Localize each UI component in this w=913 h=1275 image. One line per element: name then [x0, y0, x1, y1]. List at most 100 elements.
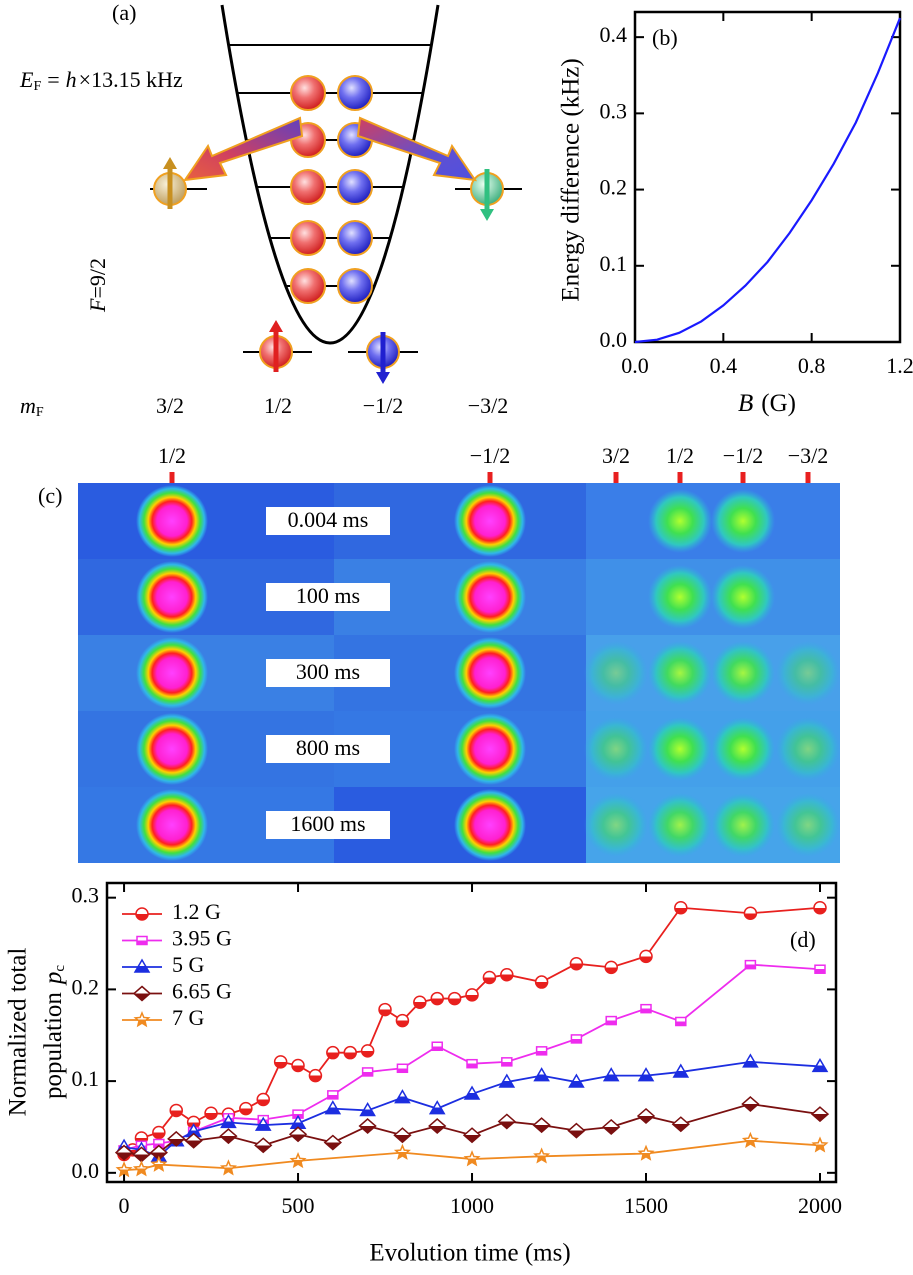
time-label: 100 ms: [296, 583, 360, 608]
x-tick-label: 1500: [624, 1193, 668, 1218]
atom-cloud: [136, 561, 208, 633]
marker: [219, 1159, 237, 1176]
atom-cloud: [776, 641, 840, 705]
marker: [239, 1101, 253, 1116]
marker: [394, 1089, 411, 1104]
time-label: 300 ms: [296, 659, 360, 684]
time-box: [266, 811, 390, 839]
marker: [482, 970, 497, 985]
y-tick-label: 0.3: [72, 883, 100, 908]
marker: [428, 1118, 447, 1135]
marker: [744, 959, 757, 970]
marker: [814, 964, 826, 974]
atom-cloud: [711, 565, 775, 629]
x-tick-label: 0.8: [798, 353, 826, 378]
chart: 0.0 0.4 0.8 1.2 0.0 0.1 0.2 0.3 0.4 (b) Energy dif…: [558, 10, 913, 417]
atom-cloud: [136, 789, 208, 861]
marker: [136, 935, 148, 946]
marker: [132, 1160, 150, 1177]
marker: [463, 1085, 481, 1100]
y-tick-label: 0.3: [600, 98, 628, 123]
x-tick-label: 0.0: [621, 353, 649, 378]
marker: [308, 1068, 323, 1083]
x-tick-label: 0.4: [710, 353, 738, 378]
panel-label: (d): [790, 927, 816, 952]
atom-cloud: [648, 489, 712, 553]
marker: [219, 1128, 238, 1145]
marker: [291, 1058, 305, 1073]
y-axis-label: Energy difference (kHz): [558, 58, 585, 301]
mf-state: −3/2: [468, 393, 509, 418]
marker: [396, 1063, 409, 1074]
y-tick-label: 0.0: [600, 327, 628, 352]
marker: [343, 1045, 357, 1060]
marker: [605, 1015, 617, 1026]
state-label: 3/2: [602, 443, 630, 468]
state-label: 1/2: [666, 443, 694, 468]
x-axis-label: B (G): [738, 390, 796, 417]
mf-state: 1/2: [264, 393, 292, 418]
marker: [430, 991, 444, 1006]
marker: [115, 1161, 133, 1178]
y-tick-label: 0.4: [600, 22, 628, 47]
marker: [741, 1131, 759, 1148]
atom: [337, 169, 373, 205]
constant: h: [66, 67, 77, 92]
marker: [360, 1044, 375, 1058]
marker: [169, 1103, 183, 1118]
marker: [359, 1101, 376, 1117]
marker: [428, 1100, 446, 1115]
marker: [358, 1118, 377, 1135]
marker: [569, 956, 584, 971]
legend-label: 5 G: [172, 952, 205, 977]
time-box: [266, 659, 390, 687]
marker: [204, 1106, 218, 1120]
marker: [741, 1096, 760, 1113]
atom-cloud: [776, 717, 840, 781]
marker: [393, 1127, 412, 1144]
y-tick-label: 0.1: [72, 1066, 100, 1091]
symbol: m: [20, 393, 36, 418]
atom: [337, 75, 373, 111]
time-label: 0.004 ms: [288, 507, 369, 532]
symbol: B: [738, 390, 753, 417]
marker: [395, 1013, 410, 1028]
marker: [813, 901, 827, 915]
marker: [602, 1067, 620, 1082]
marker: [462, 1127, 482, 1144]
atom: [337, 220, 373, 256]
marker: [466, 1058, 478, 1069]
marker: [500, 967, 514, 982]
marker: [431, 1041, 443, 1052]
marker: [413, 995, 427, 1009]
marker: [326, 1045, 340, 1060]
x-tick-label: 500: [282, 1193, 315, 1218]
marker: [361, 1067, 374, 1077]
marker: [567, 1122, 586, 1139]
panel-label: (b): [652, 25, 678, 50]
atom-cloud: [454, 485, 526, 557]
y-tick-label: 0.2: [72, 974, 100, 999]
legend-label: 6.65 G: [172, 979, 232, 1004]
marker: [133, 958, 151, 973]
legend-label: 7 G: [172, 1005, 205, 1030]
atom-cloud: [136, 637, 208, 709]
marker: [167, 1130, 186, 1147]
y-axis-label: population pc: [40, 965, 69, 1099]
data-line: [634, 17, 902, 344]
atom: [290, 220, 326, 256]
marker: [289, 1151, 307, 1169]
time-label: 800 ms: [296, 735, 360, 760]
marker: [810, 1106, 830, 1123]
marker: [150, 1155, 168, 1172]
equals: =: [47, 67, 59, 92]
marker: [498, 1073, 516, 1088]
unit: (G): [761, 390, 796, 417]
marker: [671, 1116, 690, 1133]
atom-cloud: [711, 793, 775, 857]
marker: [637, 1067, 655, 1082]
hyperfine-label: F=9/2: [85, 258, 110, 313]
x-tick-label: 2000: [798, 1193, 842, 1218]
marker: [133, 1011, 151, 1028]
atom-cloud: [711, 489, 775, 553]
